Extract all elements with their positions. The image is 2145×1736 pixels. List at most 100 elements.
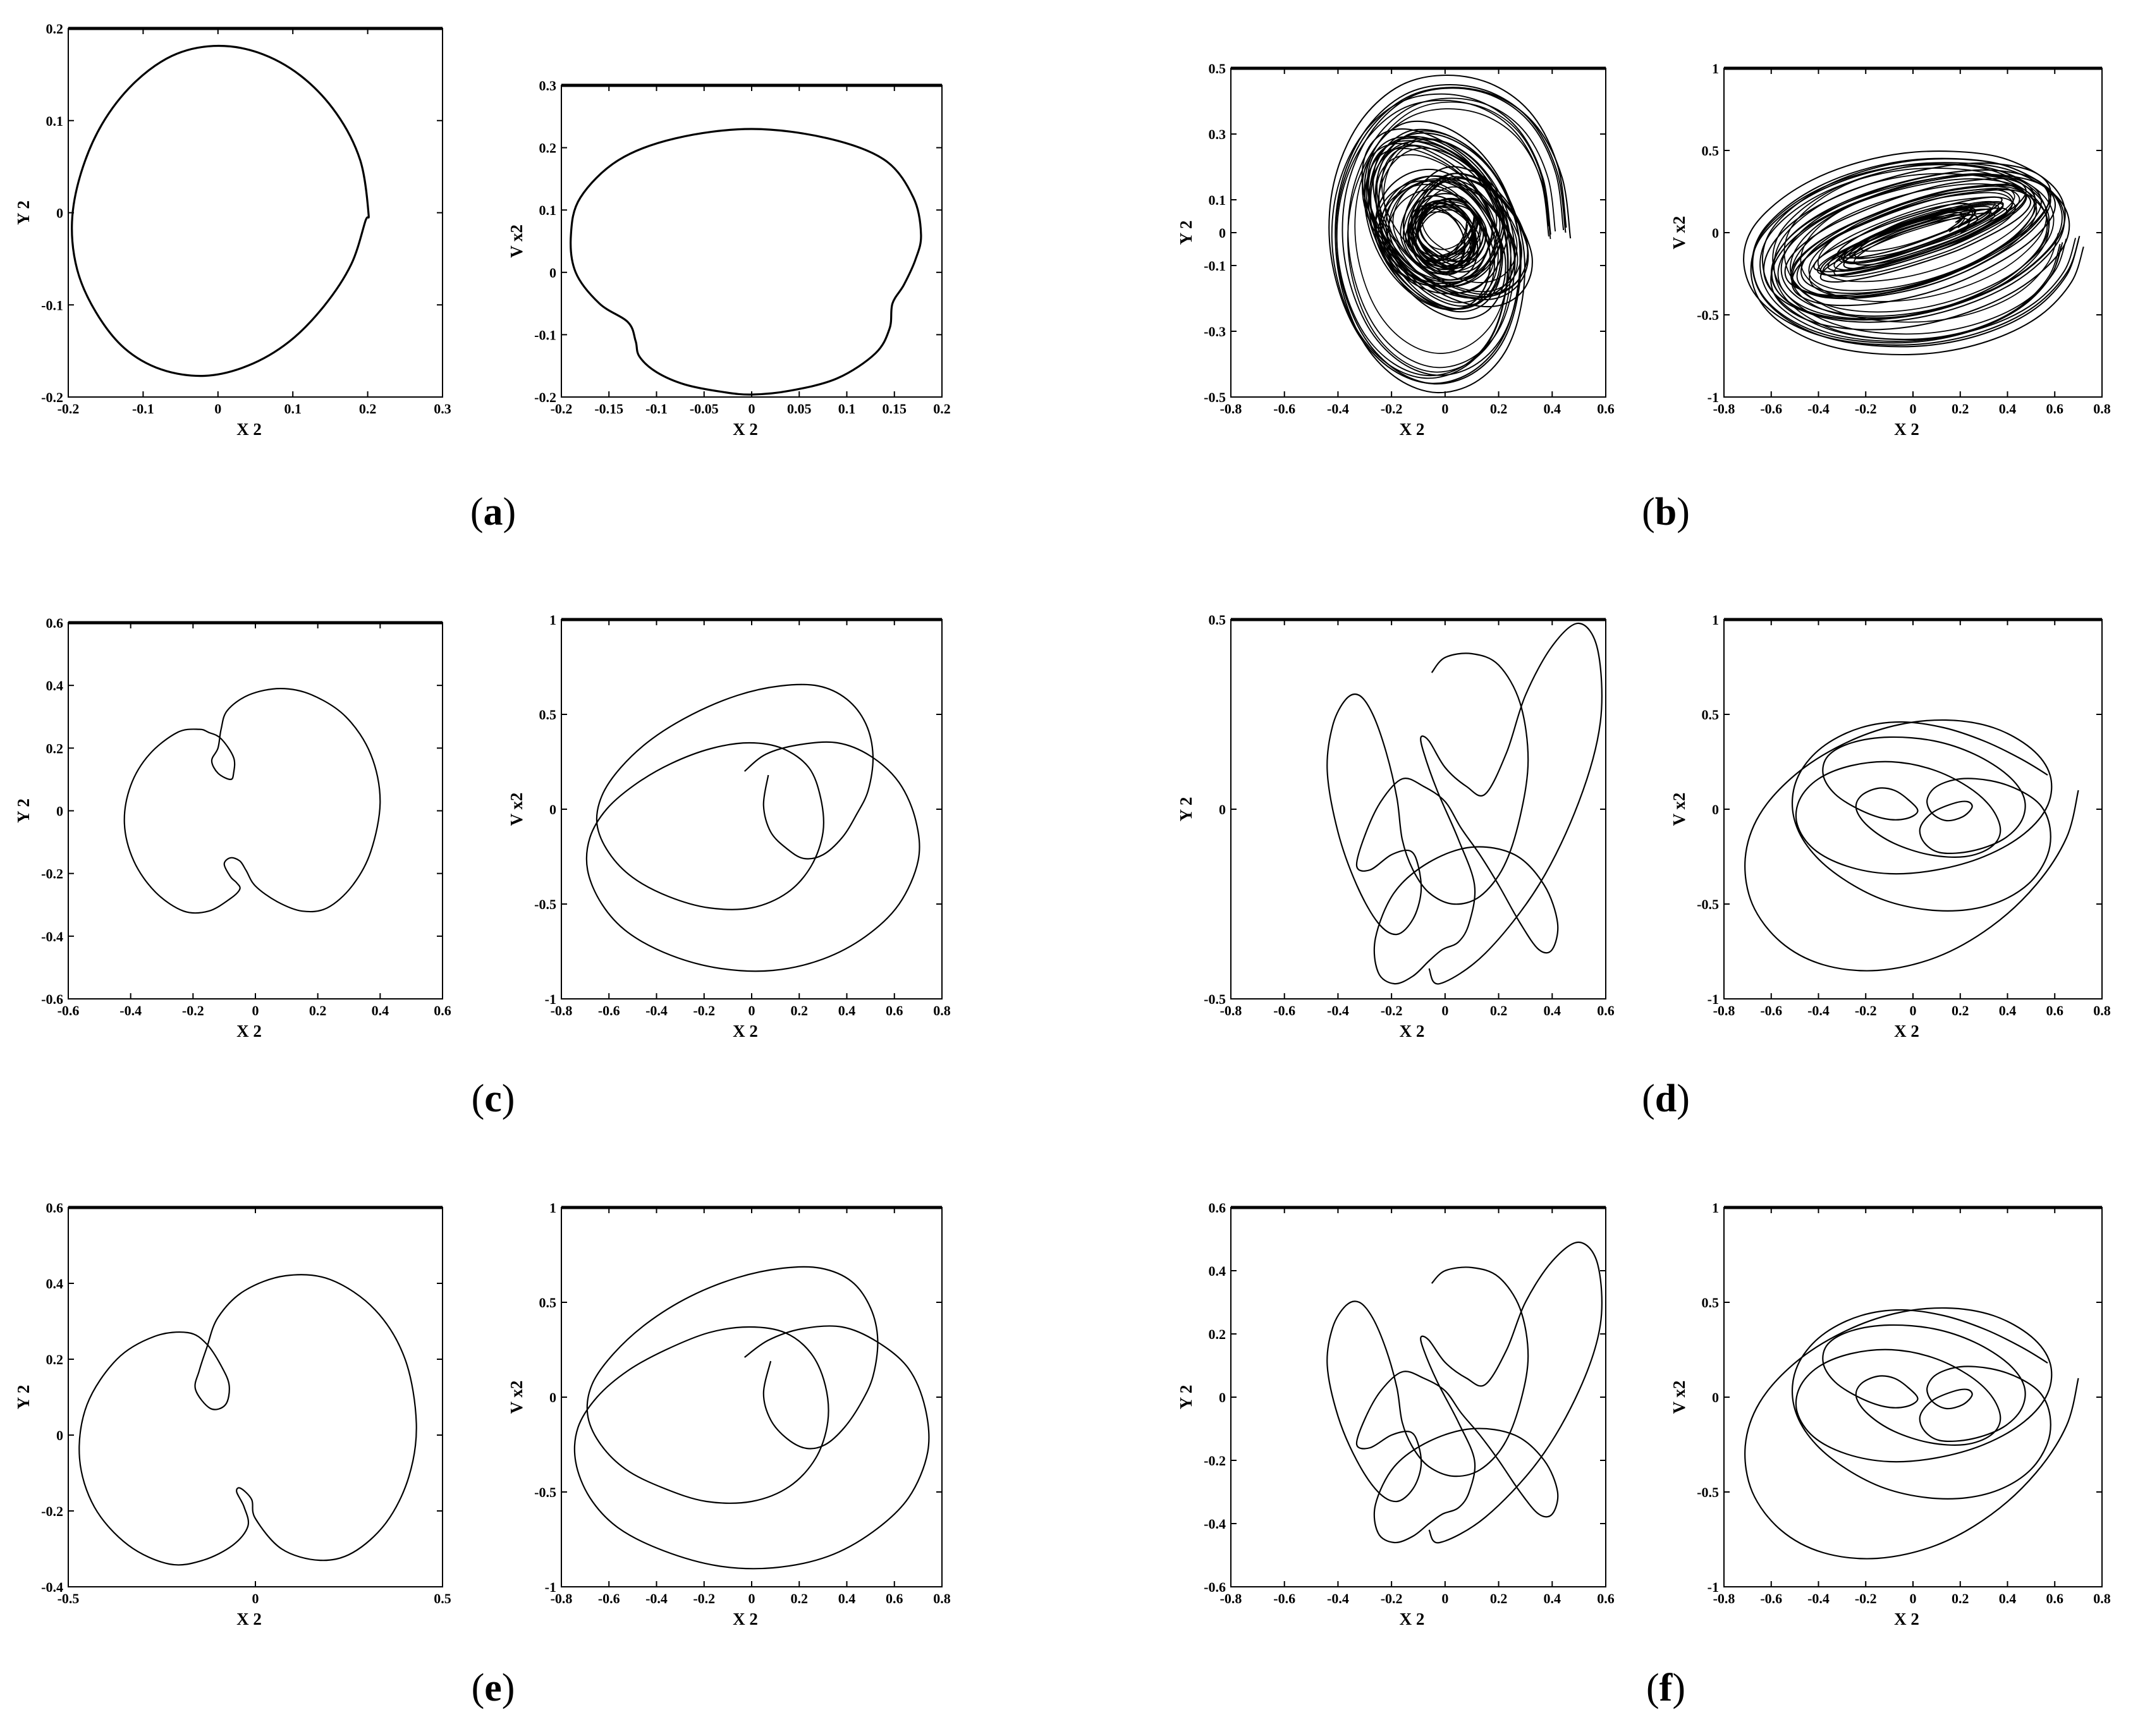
x-tick-label: 0.4: [1544, 1591, 1561, 1606]
x-tick-label: -0.6: [58, 1003, 80, 1018]
x-tick-label: 0.4: [1544, 401, 1561, 417]
y-tick-label: 0: [56, 804, 63, 819]
y-tick-label: 0.2: [46, 740, 64, 756]
trajectory-group: [123, 688, 381, 914]
x-tick-label: -0.6: [1760, 401, 1782, 417]
y-tick-label: 0.4: [1209, 1263, 1226, 1279]
x-tick-label: 0.2: [1490, 401, 1508, 417]
trajectory-line: [585, 683, 920, 972]
x-tick-label: 0.5: [434, 1591, 451, 1606]
y-tick-label: -0.4: [41, 929, 63, 944]
trajectory-group: [573, 1266, 930, 1570]
x-tick-label: 0.6: [886, 1591, 903, 1606]
x-tick-label: -0.6: [1273, 401, 1295, 417]
y-tick-label: -0.5: [534, 1484, 556, 1500]
trajectory-line: [71, 44, 370, 377]
x-tick-label: 0.6: [2046, 1591, 2064, 1606]
trajectory-group: [1744, 719, 2079, 972]
x-axis-label: X 2: [1400, 420, 1425, 439]
trajectory-line: [570, 128, 922, 396]
panel-caption-e: (e): [472, 1666, 515, 1709]
y-tick-label: 0.5: [539, 1295, 557, 1311]
x-tick-label: 0.3: [434, 401, 451, 417]
x-tick-label: -0.2: [693, 1003, 715, 1018]
y-axis-label: Y 2: [1176, 797, 1195, 822]
x-tick-label: 0.6: [886, 1003, 903, 1018]
y-tick-label: 0.2: [46, 21, 64, 37]
x-tick-label: 0.6: [1597, 401, 1615, 417]
trajectory-group: [78, 1274, 417, 1566]
trajectory-group: [570, 128, 922, 396]
trajectory-group: [1326, 622, 1603, 985]
y-axis-label: V x2: [507, 224, 526, 258]
y-tick-label: -0.5: [1204, 389, 1226, 405]
x-tick-label: -0.2: [1855, 1003, 1877, 1018]
plot-b-y2: -0.8 -0.6 -0.4 -0.2 0 0.2 0.4 0.6 -0.5 -0.3 -0.1 0 0…: [1176, 61, 1615, 439]
y-tick-label: -0.4: [1204, 1516, 1226, 1532]
x-tick-label: 0: [1441, 1003, 1448, 1018]
x-axis-label: X 2: [733, 1610, 758, 1629]
x-tick-label: -0.4: [1327, 401, 1349, 417]
y-axis-label: V x2: [1670, 216, 1689, 250]
x-tick-label: -0.6: [598, 1591, 620, 1606]
x-tick-label: 0.6: [1597, 1591, 1615, 1606]
y-tick-label: -0.2: [1204, 1453, 1226, 1469]
x-tick-label: 0.4: [1544, 1003, 1561, 1018]
x-tick-label: 0.6: [1597, 1003, 1615, 1018]
x-tick-label: 0: [749, 401, 755, 417]
trajectory-group: [1743, 150, 2084, 355]
plot-d-y2: -0.8 -0.6 -0.4 -0.2 0 0.2 0.4 0.6 -0.5 0 0.5 X 2 Y 2: [1176, 612, 1615, 1041]
x-tick-label: -0.4: [1327, 1003, 1349, 1018]
x-tick-label: -0.6: [1760, 1003, 1782, 1018]
x-tick-label: 0.8: [2093, 401, 2111, 417]
axes-frame: [68, 28, 443, 398]
x-axis-label: X 2: [1400, 1022, 1425, 1041]
x-axis-label: X 2: [236, 420, 262, 439]
panel-caption-a: (a): [470, 491, 516, 534]
trajectory-line: [1750, 162, 2084, 355]
axes-frame: [561, 619, 943, 999]
y-tick-label: 0: [1712, 1390, 1719, 1405]
axes-frame: [561, 1207, 943, 1587]
x-tick-label: -0.2: [182, 1003, 204, 1018]
x-tick-label: 0.4: [372, 1003, 389, 1018]
x-tick-label: -0.8: [1220, 401, 1242, 417]
x-tick-label: 0.1: [838, 401, 856, 417]
y-tick-label: 0: [56, 1427, 63, 1443]
y-axis-label: Y 2: [14, 798, 33, 823]
y-tick-label: -0.2: [41, 389, 63, 405]
x-tick-label: -0.2: [58, 401, 80, 417]
trajectory-group: [1744, 1307, 2079, 1560]
trajectory-line: [1326, 1241, 1603, 1544]
x-tick-label: 0.2: [1952, 1003, 1969, 1018]
trajectory-line: [1744, 1307, 2079, 1560]
plot-a-y2: -0.2 -0.1 0 0.1 0.2 0.3 -0.2 -0.1 0 0.1 0.2 X 2 Y 2: [14, 21, 451, 439]
x-axis-label: X 2: [1894, 1022, 1919, 1041]
x-tick-label: -0.8: [551, 1003, 573, 1018]
plot-f-y2: -0.8 -0.6 -0.4 -0.2 0 0.2 0.4 0.6-0.6-0.4-0.200…: [1176, 1200, 1615, 1629]
plot-e-vx2: -0.8 -0.6 -0.4 -0.2 0 0.2 0.4 0.6 0.8 -1 -0.5 0 0.5 1…: [507, 1200, 951, 1629]
y-tick-label: 1: [549, 612, 556, 628]
x-tick-label: 0.05: [787, 401, 812, 417]
trajectory-line: [1744, 719, 2079, 972]
x-tick-label: 0: [214, 401, 221, 417]
y-tick-label: 0: [549, 802, 556, 817]
x-tick-label: -0.15: [594, 401, 623, 417]
plot-a-vx2: -0.2 -0.15 -0.1 -0.05 0 0.05 0.1 0.15 0.2 -0.2 -0.…: [507, 78, 951, 439]
y-tick-label: 1: [1712, 1200, 1719, 1216]
y-tick-label: -0.2: [41, 866, 63, 882]
x-tick-label: 0.2: [791, 1591, 809, 1606]
x-tick-label: 0: [252, 1591, 259, 1606]
y-tick-label: 0.5: [1209, 61, 1226, 76]
y-tick-label: -0.2: [41, 1503, 63, 1519]
y-tick-label: 1: [1712, 612, 1719, 628]
x-tick-label: 0.8: [2093, 1591, 2111, 1606]
y-tick-label: -0.1: [1204, 258, 1226, 274]
y-tick-label: -0.1: [534, 327, 556, 343]
x-tick-label: 0.2: [1490, 1591, 1508, 1606]
x-tick-label: -0.2: [1381, 1591, 1403, 1606]
x-tick-label: 0: [252, 1003, 259, 1018]
x-tick-label: 0.4: [838, 1003, 856, 1018]
plot-c-vx2: -0.8 -0.6 -0.4 -0.2 0 0.2 0.4 0.6 0.8 -1 -0.5 0 0.5 1…: [507, 612, 951, 1041]
